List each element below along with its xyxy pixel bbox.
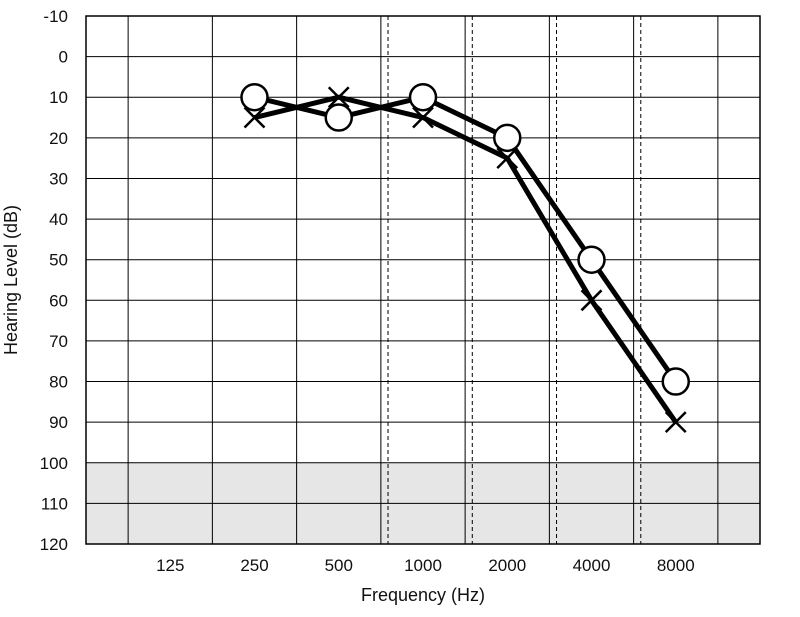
x-tick-label: 125: [156, 556, 184, 575]
y-tick-label: 20: [49, 129, 68, 148]
y-tick-label: 70: [49, 332, 68, 351]
y-tick-label: 110: [41, 494, 68, 513]
y-tick-label: 90: [49, 413, 68, 432]
x-tick-label: 500: [325, 556, 353, 575]
data-point-circle: [494, 125, 520, 151]
x-tick-label: 1000: [404, 556, 442, 575]
x-tick-label: 4000: [573, 556, 611, 575]
y-tick-labels: -10 0 10 20 30 40 50 60 70 80 90 100 110 120: [40, 7, 68, 554]
x-tick-label: 8000: [657, 556, 695, 575]
data-point-circle: [579, 247, 605, 273]
y-tick-label: 80: [49, 373, 68, 392]
y-tick-label: -10: [43, 7, 68, 26]
data-point-circle: [326, 105, 352, 131]
y-axis-title: Hearing Level (dB): [1, 205, 21, 355]
x-tick-label: 250: [240, 556, 268, 575]
y-tick-label: 120: [40, 535, 68, 554]
data-point-circle: [242, 84, 268, 110]
x-tick-labels: 125 250 500 1000 2000 4000 8000: [156, 556, 695, 575]
y-tick-label: 50: [49, 251, 68, 270]
y-tick-label: 10: [49, 88, 68, 107]
y-tick-label: 0: [59, 48, 68, 67]
data-point-circle: [410, 84, 436, 110]
x-axis-title: Frequency (Hz): [361, 585, 485, 605]
data-point-circle: [663, 369, 689, 395]
y-tick-label: 40: [49, 210, 68, 229]
x-tick-label: 2000: [488, 556, 526, 575]
y-tick-label: 100: [40, 454, 68, 473]
y-tick-label: 30: [49, 169, 68, 188]
y-tick-label: 60: [49, 291, 68, 310]
